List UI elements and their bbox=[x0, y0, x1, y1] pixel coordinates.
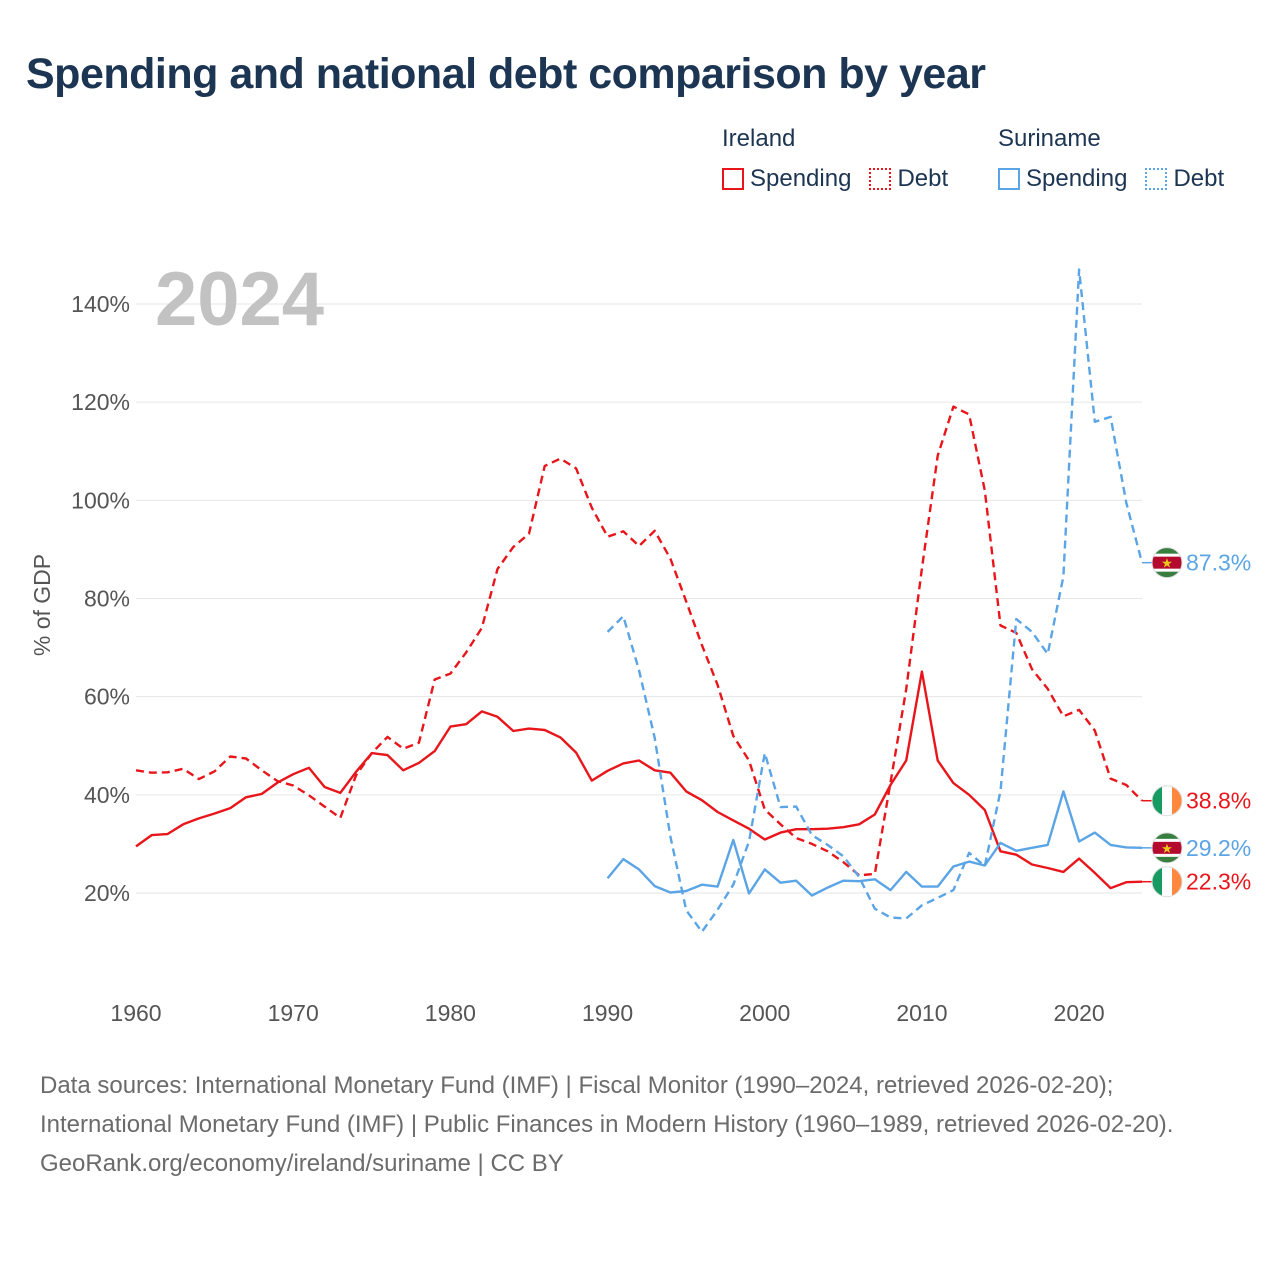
y-tick-label: 140% bbox=[71, 291, 130, 317]
legend-item-ireland-spending[interactable]: Spending bbox=[722, 164, 851, 194]
end-value-label: 22.3% bbox=[1186, 869, 1251, 895]
legend-country-ireland: Ireland bbox=[722, 125, 796, 152]
year-watermark: 2024 bbox=[155, 257, 324, 342]
series-line-suriname-debt bbox=[606, 268, 1144, 933]
end-value-label: 87.3% bbox=[1186, 550, 1251, 576]
suriname-flag-icon: ★ bbox=[1151, 832, 1183, 864]
x-tick-label: 2020 bbox=[1054, 1000, 1105, 1026]
end-value-label: 29.2% bbox=[1186, 835, 1251, 861]
footer: Data sources: International Monetary Fun… bbox=[40, 1066, 1250, 1183]
y-tick-label: 60% bbox=[84, 684, 130, 710]
y-tick-label: 80% bbox=[84, 586, 130, 612]
line-chart: 20% 40% 60% 80% 100% 120% 140% 1960 1970 1980 199… bbox=[29, 257, 1251, 1026]
y-tick-label: 40% bbox=[84, 782, 130, 808]
series-line-suriname-spending bbox=[606, 790, 1143, 897]
chart-title: Spending and national debt comparison by… bbox=[26, 50, 986, 98]
legend-item-ireland-debt[interactable]: Debt bbox=[869, 164, 948, 194]
legend-swatch-dotted-icon bbox=[1145, 168, 1168, 190]
data-sources: Data sources: International Monetary Fun… bbox=[40, 1072, 1174, 1138]
x-tick-label: 1980 bbox=[425, 1000, 476, 1026]
svg-text:★: ★ bbox=[1161, 556, 1173, 571]
legend-label: Debt bbox=[1173, 165, 1225, 192]
x-tick-label: 2010 bbox=[896, 1000, 947, 1026]
legend-swatch-solid-icon bbox=[722, 168, 744, 190]
y-tick-label: 120% bbox=[71, 389, 130, 415]
y-tick-label: 100% bbox=[71, 487, 130, 513]
series-line-ireland-debt bbox=[135, 405, 1143, 877]
series-line-ireland-spending bbox=[135, 670, 1143, 890]
legend-label: Spending bbox=[750, 165, 852, 192]
legend-swatch-solid-icon bbox=[998, 168, 1020, 190]
credit-link[interactable]: GeoRank.org/economy/ireland/suriname | C… bbox=[40, 1150, 564, 1177]
x-tick-label: 2000 bbox=[739, 1000, 790, 1026]
legend-item-suriname-spending[interactable]: Spending bbox=[998, 164, 1127, 194]
end-value-label: 38.8% bbox=[1186, 788, 1251, 814]
ireland-flag-icon bbox=[1151, 785, 1183, 817]
y-axis-label: % of GDP bbox=[29, 554, 55, 656]
svg-text:★: ★ bbox=[1161, 841, 1173, 856]
legend-swatch-dotted-icon bbox=[869, 168, 892, 190]
x-tick-label: 1970 bbox=[268, 1000, 319, 1026]
legend-item-suriname-debt[interactable]: Debt bbox=[1145, 164, 1224, 194]
legend-group-ireland: Ireland Spending Debt bbox=[722, 122, 948, 194]
x-tick-label: 1960 bbox=[110, 1000, 161, 1026]
legend-label: Debt bbox=[897, 165, 949, 192]
legend-group-suriname: Suriname Spending Debt bbox=[998, 122, 1224, 194]
legend-label: Spending bbox=[1026, 165, 1128, 192]
x-tick-label: 1990 bbox=[582, 1000, 633, 1026]
legend-country-suriname: Suriname bbox=[998, 125, 1101, 152]
y-tick-label: 20% bbox=[84, 880, 130, 906]
suriname-flag-icon: ★ bbox=[1151, 547, 1183, 579]
ireland-flag-icon bbox=[1151, 866, 1183, 898]
